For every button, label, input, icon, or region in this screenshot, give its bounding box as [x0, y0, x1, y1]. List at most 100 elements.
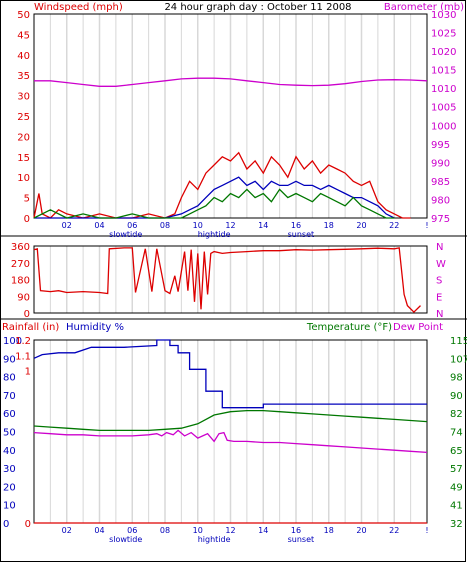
humidity-tick-label: 20	[3, 482, 16, 493]
x-tick-label: 08	[160, 526, 170, 535]
x-tick-label: 04	[94, 526, 104, 535]
compass-label: W	[436, 259, 446, 270]
windspeed-barometer-chart: 5045403530252015105010301025102010151010…	[17, 10, 456, 239]
y-tick-label: 5	[24, 194, 30, 205]
y-tick-label: 50	[17, 10, 30, 21]
rain-tick-label: 1	[25, 367, 31, 378]
humidity-tick-label: 30	[3, 464, 16, 475]
y2-tick-label: 975	[431, 214, 450, 225]
rain-tick-label: 0	[25, 519, 31, 530]
event-label: hightide	[198, 535, 231, 544]
right-axis-title-temperature: Temperature (°F)	[306, 322, 392, 333]
windgust-line	[33, 151, 411, 219]
temperature-tick-label: 57	[450, 464, 463, 475]
temperature-tick-label: 41	[450, 501, 463, 512]
x-tick-label: 16	[291, 221, 301, 230]
humidity-tick-label: 60	[3, 409, 16, 420]
y-tick-label: 40	[17, 51, 30, 62]
humidity-tick-label: 90	[3, 354, 16, 365]
x-tick-label: 04	[94, 221, 104, 230]
x-tick-label: 06	[127, 221, 137, 230]
y2-tick-label: 1020	[431, 47, 456, 58]
x-tick-label: !	[425, 221, 428, 230]
y-tick-label: 90	[17, 292, 30, 303]
x-tick-label: 08	[160, 221, 170, 230]
y2-tick-label: 1015	[431, 66, 456, 77]
y-tick-label: 30	[17, 92, 30, 103]
y-tick-label: 0	[24, 309, 30, 320]
plot-border	[33, 13, 428, 219]
y-tick-label: 180	[11, 276, 30, 287]
right-axis-title-barometer: Barometer (mb)	[384, 2, 464, 13]
humidity-tick-label: 50	[3, 428, 16, 439]
y2-tick-label: 980	[431, 195, 450, 206]
y-tick-label: 360	[11, 242, 30, 253]
y-tick-label: 25	[17, 112, 30, 123]
x-tick-label: 12	[225, 526, 235, 535]
y2-tick-label: 990	[431, 158, 450, 169]
humidity-tick-label: 0	[3, 519, 9, 530]
y2-tick-label: 985	[431, 177, 450, 188]
x-tick-label: 14	[258, 221, 268, 230]
x-tick-label: 18	[324, 221, 334, 230]
y2-tick-label: 1000	[431, 121, 456, 132]
rain-tick-label: 1.1	[15, 351, 31, 362]
x-tick-label: 10	[193, 526, 203, 535]
humidity-tick-label: 70	[3, 391, 16, 402]
windspeed-line	[33, 188, 395, 219]
wind-direction-line	[33, 247, 421, 314]
plot-border	[33, 245, 428, 314]
x-tick-label: 18	[324, 526, 334, 535]
x-tick-label: 10	[193, 221, 203, 230]
temperature-tick-label: 115	[450, 336, 467, 347]
rain-tick-label: 1.2	[15, 336, 31, 347]
x-tick-label: 02	[62, 526, 72, 535]
y2-tick-label: 995	[431, 140, 450, 151]
event-label: sunset	[288, 230, 315, 239]
event-label: sunset	[288, 535, 315, 544]
x-tick-label: 06	[127, 526, 137, 535]
event-label: slowtide	[109, 535, 142, 544]
humidity-tick-label: 100	[3, 336, 22, 347]
x-tick-label: 22	[389, 526, 399, 535]
y-tick-label: 15	[17, 153, 30, 164]
x-tick-label: 22	[389, 221, 399, 230]
x-tick-label: 12	[225, 221, 235, 230]
x-tick-label: !	[425, 526, 428, 535]
windspeed-avg-line	[34, 176, 395, 219]
x-tick-label: 20	[356, 526, 366, 535]
x-tick-label: 16	[291, 526, 301, 535]
temperature-tick-label: 90	[450, 391, 463, 402]
temperature-humidity-chart: 10090807060504030201001.21.1101151079890…	[3, 336, 467, 544]
y-tick-label: 20	[17, 132, 30, 143]
compass-label: N	[436, 309, 443, 320]
temperature-tick-label: 82	[450, 409, 463, 420]
temperature-line	[33, 409, 428, 432]
x-tick-label: 02	[62, 221, 72, 230]
x-tick-label: 14	[258, 526, 268, 535]
temperature-tick-label: 32	[450, 519, 463, 530]
humidity-tick-label: 40	[3, 446, 16, 457]
y-tick-label: 10	[17, 173, 30, 184]
temperature-tick-label: 65	[450, 446, 463, 457]
temperature-tick-label: 107	[450, 354, 467, 365]
humidity-tick-label: 10	[3, 501, 16, 512]
y2-tick-label: 1005	[431, 103, 456, 114]
left-axis-title-windspeed: Windspeed (mph)	[34, 2, 123, 13]
y-tick-label: 35	[17, 71, 30, 82]
x-tick-label: 20	[356, 221, 366, 230]
left-axis-title-humidity: Humidity %	[66, 322, 124, 333]
compass-label: S	[436, 276, 442, 287]
temperature-tick-label: 49	[450, 482, 463, 493]
graph-title: 24 hour graph day : October 11 2008	[164, 2, 351, 13]
y2-tick-label: 1025	[431, 29, 456, 40]
y-tick-label: 270	[11, 259, 30, 270]
barometer-line	[34, 77, 428, 87]
left-axis-title-rainfall: Rainfall (in)	[2, 322, 59, 333]
event-label: slowtide	[109, 230, 142, 239]
compass-label: N	[436, 242, 443, 253]
y-tick-label: 0	[24, 214, 30, 225]
